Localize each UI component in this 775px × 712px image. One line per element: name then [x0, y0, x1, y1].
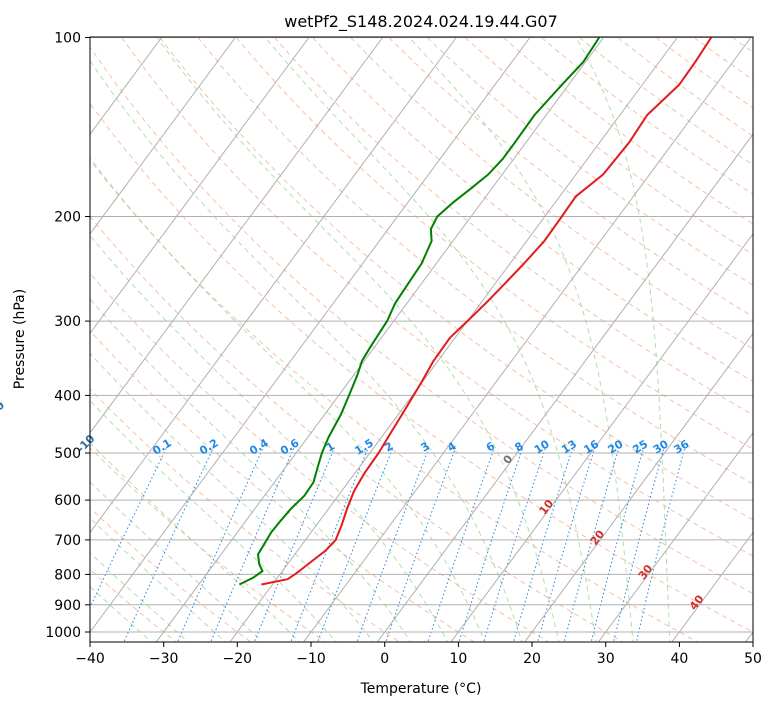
y-axis-title: Pressure (hPa) — [12, 289, 28, 389]
x-tick-label: 40 — [670, 651, 688, 667]
y-tick-label: 900 — [54, 598, 81, 614]
y-tick-label: 500 — [54, 446, 81, 462]
y-tick-label: 800 — [54, 567, 81, 583]
x-tick-label: 20 — [523, 651, 541, 667]
x-tick-label: 0 — [380, 651, 389, 667]
x-tick-label: −20 — [223, 651, 253, 667]
chart-title: wetPf2_S148.2024.024.19.44.G07 — [284, 12, 558, 32]
y-tick-label: 100 — [54, 31, 81, 47]
x-tick-label: 30 — [597, 651, 615, 667]
x-tick-label: −30 — [149, 651, 179, 667]
y-tick-label: 200 — [54, 210, 81, 226]
x-tick-label: 10 — [449, 651, 467, 667]
y-tick-label: 600 — [54, 493, 81, 509]
x-tick-label: 50 — [744, 651, 762, 667]
x-tick-label: −40 — [75, 651, 105, 667]
y-tick-label: 700 — [54, 533, 81, 549]
y-tick-label: 1000 — [45, 625, 81, 641]
y-tick-label: 300 — [54, 314, 81, 330]
y-tick-label: 400 — [54, 388, 81, 404]
x-axis-title: Temperature (°C) — [360, 681, 482, 697]
x-tick-label: −10 — [296, 651, 326, 667]
